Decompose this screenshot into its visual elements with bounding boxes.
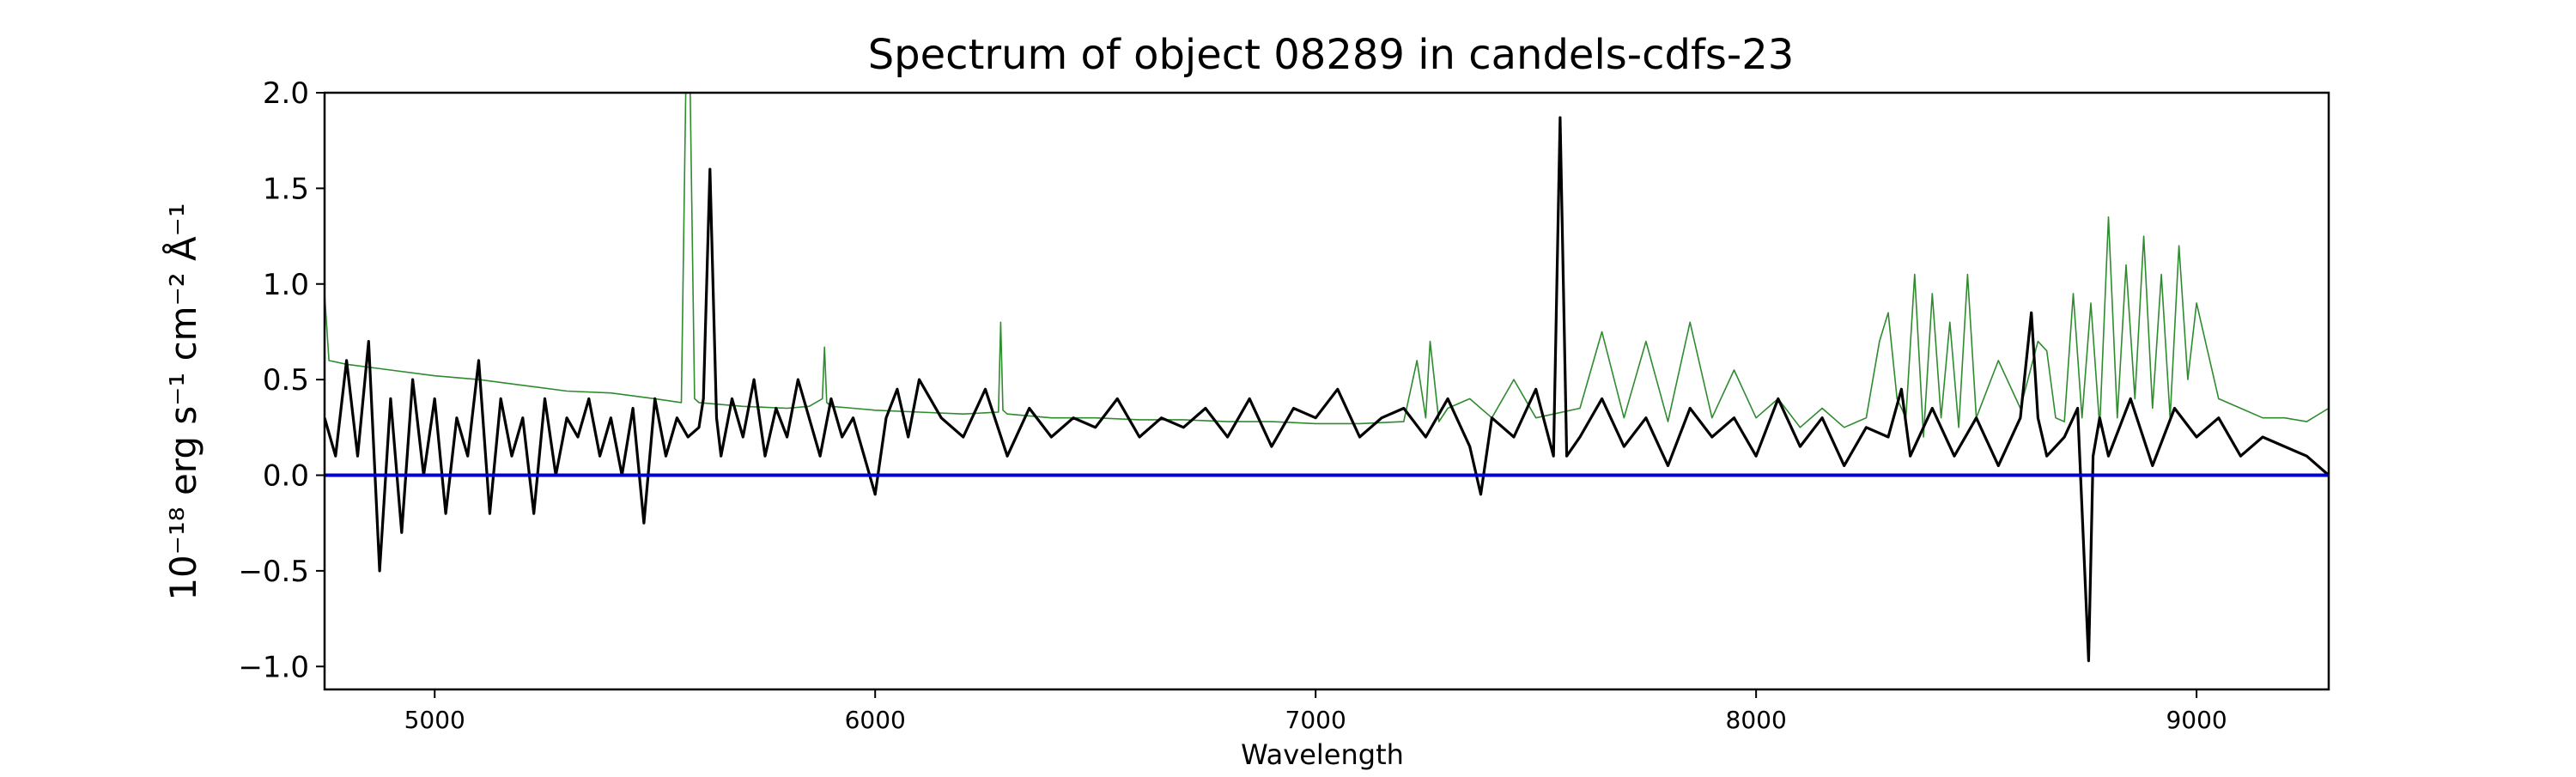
- series-line-error: [325, 93, 2329, 438]
- series-line-flux: [325, 116, 2329, 663]
- y-tick-label: 1.5: [263, 172, 309, 206]
- x-tick-label: 5000: [404, 706, 465, 734]
- y-tick-label: −1.0: [238, 650, 309, 684]
- axis-ticks: 5000 6000 7000 8000 9000 −1.0 −0.5 0.0 0.5 1.0 1.5…: [238, 76, 2227, 734]
- x-tick-label: 7000: [1285, 706, 1346, 734]
- x-axis-label: Wavelength: [1241, 738, 1404, 771]
- y-tick-label: 2.0: [263, 76, 309, 111]
- y-axis-label: 10⁻¹⁸ erg s⁻¹ cm⁻² Å⁻¹: [161, 203, 204, 600]
- x-tick-label: 6000: [845, 706, 906, 734]
- x-tick-label: 9000: [2166, 706, 2227, 734]
- y-tick-label: 0.0: [263, 459, 309, 494]
- plot-frame: [323, 91, 2330, 691]
- x-tick-label: 8000: [1726, 706, 1787, 734]
- chart-title: Spectrum of object 08289 in candels-cdfs…: [868, 31, 1795, 79]
- y-tick-label: 1.0: [263, 268, 309, 302]
- plot-area: [325, 93, 2329, 663]
- y-tick-label: 0.5: [263, 363, 309, 398]
- y-tick-label: −0.5: [238, 555, 309, 589]
